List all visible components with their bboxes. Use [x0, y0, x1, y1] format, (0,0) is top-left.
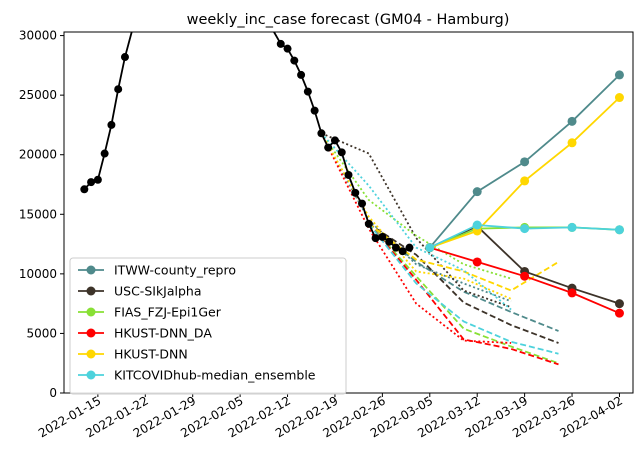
truth-point: [276, 39, 285, 48]
truth-point: [398, 247, 407, 256]
usc-sikjalpha-legend-label: USC-SIkJalpha: [114, 284, 202, 299]
kitcovidhub-median-ensemble-point: [520, 224, 530, 234]
kitcovidhub-median-ensemble-point: [472, 220, 482, 230]
usc-sikjalpha-dotted-past-forecast: [321, 132, 512, 309]
forecast-series: [425, 70, 624, 318]
truth-point: [378, 232, 387, 241]
truth-point: [297, 70, 306, 79]
fias-fzj-epi1ger-dashed-past-forecast: [368, 223, 559, 365]
hkust-dnn-da-point: [567, 288, 577, 298]
fias-fzj-epi1ger-legend-marker: [86, 307, 96, 317]
truth-point: [405, 243, 414, 252]
truth-point: [100, 149, 109, 158]
truth-point: [317, 129, 326, 138]
hkust-dnn-da-legend-marker: [86, 328, 96, 338]
truth-point: [80, 185, 89, 194]
itww-county-repro-point: [567, 116, 577, 126]
hkust-dnn-legend-label: HKUST-DNN: [114, 347, 188, 362]
truth-point: [283, 44, 292, 53]
truth-point: [351, 188, 360, 197]
truth-point: [93, 175, 102, 184]
hkust-dnn-da-dotted-past-forecast: [320, 132, 512, 344]
truth-point: [344, 170, 353, 179]
hkust-dnn-dashed-past-forecast: [368, 223, 559, 292]
chart-title: weekly_inc_case forecast (GM04 - Hamburg…: [187, 12, 510, 28]
itww-county-repro-point: [614, 70, 624, 80]
hkust-dnn-da-point: [472, 257, 482, 267]
truth-point: [114, 85, 123, 94]
truth-point: [303, 87, 312, 96]
y-tick-label: 0: [49, 386, 57, 400]
y-tick-label: 5000: [26, 326, 57, 340]
truth-point: [120, 53, 129, 62]
truth-point: [324, 143, 333, 152]
kitcovidhub-median-ensemble-legend-marker: [86, 370, 96, 380]
truth-point: [310, 106, 319, 115]
truth-point: [391, 243, 400, 252]
truth-point: [364, 219, 373, 228]
itww-county-repro-point: [472, 187, 482, 197]
itww-county-repro-dotted-past-forecast: [320, 132, 512, 303]
kitcovidhub-median-ensemble-legend-label: KITCOVIDhub-median_ensemble: [114, 368, 316, 383]
truth-point: [337, 148, 346, 157]
kitcovidhub-median-ensemble-dotted-past-forecast: [320, 132, 512, 311]
itww-county-repro-point: [520, 157, 530, 167]
hkust-dnn-da-point: [520, 271, 530, 281]
usc-sikjalpha-point: [614, 299, 624, 309]
truth-point: [87, 178, 96, 187]
truth-point: [371, 234, 380, 243]
hkust-dnn-point: [567, 138, 577, 148]
hkust-dnn-da-legend-label: HKUST-DNN_DA: [114, 326, 212, 341]
plot-frame: [63, 31, 634, 394]
y-tick-label: 15000: [19, 207, 57, 221]
legend: ITWW-county_repro USC-SIkJalpha FIAS_FZJ-E…: [69, 257, 347, 395]
usc-sikjalpha-legend-marker: [86, 286, 96, 296]
hkust-dnn-point: [614, 93, 624, 103]
truth-point: [107, 120, 116, 129]
fias-fzj-epi1ger-legend-label: FIAS_FZJ-Epi1Ger: [114, 305, 222, 320]
truth-point: [358, 199, 367, 208]
truth-point: [330, 136, 339, 145]
kitcovidhub-median-ensemble-point: [567, 222, 577, 232]
hkust-dnn-da-point: [614, 308, 624, 318]
hkust-dnn-point: [520, 176, 530, 186]
hkust-dnn-da-dashed-past-forecast: [368, 223, 559, 366]
truth-series: [80, 32, 414, 256]
past-forecasts: [320, 132, 559, 366]
usc-sikjalpha-dashed-past-forecast: [368, 223, 559, 344]
kitcovidhub-median-ensemble-point: [614, 225, 624, 235]
itww-county-repro-legend-marker: [86, 265, 96, 275]
fias-fzj-epi1ger-dotted-past-forecast: [320, 132, 512, 280]
y-tick-label: 30000: [19, 29, 57, 43]
truth-point: [385, 237, 394, 246]
kitcovidhub-median-ensemble-dashed-past-forecast: [368, 223, 559, 355]
legend-box: [69, 257, 347, 395]
y-axis: 0 5000 10000 15000 20000 25000 30000: [19, 29, 64, 400]
y-tick-label: 20000: [19, 148, 57, 162]
itww-county-repro-legend-label: ITWW-county_repro: [114, 263, 236, 278]
y-tick-label: 25000: [19, 88, 57, 102]
truth-point: [290, 56, 299, 65]
kitcovidhub-median-ensemble-point: [425, 243, 435, 253]
hkust-dnn-legend-marker: [86, 349, 96, 359]
y-tick-label: 10000: [19, 267, 57, 281]
